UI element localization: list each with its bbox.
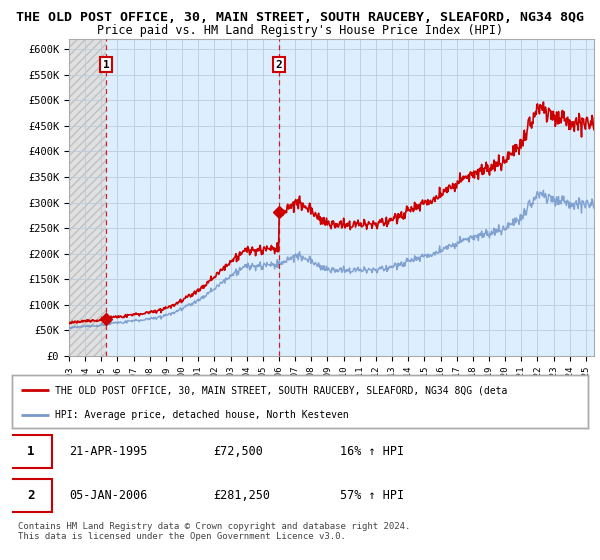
Text: 2: 2 (27, 489, 34, 502)
Bar (69, 39, 106, 356)
Text: 57% ↑ HPI: 57% ↑ HPI (340, 489, 404, 502)
Text: 21-APR-1995: 21-APR-1995 (70, 445, 148, 458)
Text: £281,250: £281,250 (214, 489, 271, 502)
Text: 1: 1 (103, 60, 110, 69)
FancyBboxPatch shape (9, 479, 52, 512)
Text: £72,500: £72,500 (214, 445, 263, 458)
Text: THE OLD POST OFFICE, 30, MAIN STREET, SOUTH RAUCEBY, SLEAFORD, NG34 8QG: THE OLD POST OFFICE, 30, MAIN STREET, SO… (16, 11, 584, 24)
Text: 16% ↑ HPI: 16% ↑ HPI (340, 445, 404, 458)
FancyBboxPatch shape (9, 435, 52, 468)
Text: 1: 1 (27, 445, 34, 458)
Text: Contains HM Land Registry data © Crown copyright and database right 2024.
This d: Contains HM Land Registry data © Crown c… (18, 522, 410, 542)
Text: THE OLD POST OFFICE, 30, MAIN STREET, SOUTH RAUCEBY, SLEAFORD, NG34 8QG (deta: THE OLD POST OFFICE, 30, MAIN STREET, SO… (55, 385, 508, 395)
Text: 2: 2 (275, 60, 283, 69)
Text: 05-JAN-2006: 05-JAN-2006 (70, 489, 148, 502)
Text: Price paid vs. HM Land Registry's House Price Index (HPI): Price paid vs. HM Land Registry's House … (97, 24, 503, 36)
Text: HPI: Average price, detached house, North Kesteven: HPI: Average price, detached house, Nort… (55, 410, 349, 420)
